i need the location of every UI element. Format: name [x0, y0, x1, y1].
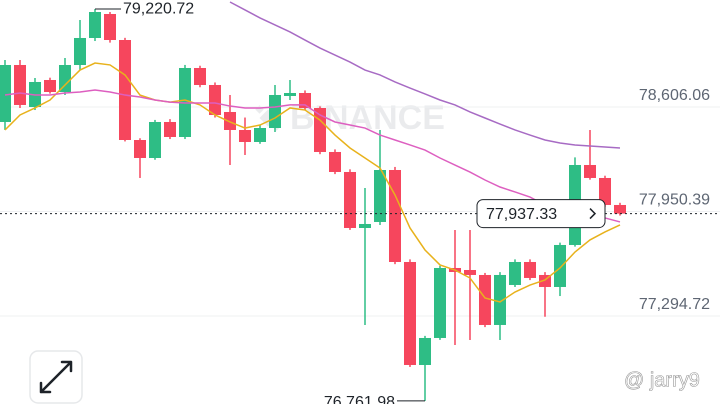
moving-average: [4, 62, 621, 303]
candle-body: [404, 261, 416, 365]
candle-body: [614, 204, 626, 214]
candle-body: [599, 177, 611, 205]
credit-text: @ jarry9: [624, 369, 700, 391]
candle-body: [509, 261, 521, 285]
candle-body: [479, 274, 491, 325]
candle-body: [329, 151, 341, 172]
credit: @ jarry9: [600, 363, 700, 392]
chevron: [589, 208, 597, 220]
y-tick-label: 78,606.06: [639, 87, 710, 104]
candle-body: [74, 37, 86, 65]
candle-body: [359, 223, 371, 228]
candle-body: [389, 169, 401, 262]
candle-body: [104, 13, 116, 41]
candle-body: [59, 64, 71, 92]
candle-body: [284, 92, 296, 96]
candle-body: [224, 111, 236, 130]
last-price-box: [476, 199, 606, 229]
candle-body: [419, 337, 431, 365]
candle-body: [149, 121, 161, 158]
candle-body: [524, 261, 536, 278]
y-tick-label: 77,950.39: [639, 192, 710, 209]
candle-body: [44, 79, 56, 92]
low-marker-label: 76,761.98: [324, 394, 395, 404]
candle-body: [0, 64, 11, 122]
last-price-label: 77,937.33: [486, 206, 557, 223]
candle-body: [584, 164, 596, 178]
candle-body: [554, 244, 566, 287]
candle-body: [194, 67, 206, 85]
candle-body: [434, 267, 446, 338]
candle-body: [164, 121, 176, 137]
watermark: BINANCE: [255, 99, 445, 137]
moving-average: [4, 89, 621, 223]
moving-average: [229, 1, 621, 149]
candle-body: [269, 94, 281, 128]
candle-body: [374, 169, 386, 222]
candle-body: [239, 129, 251, 142]
candle-body: [89, 12, 101, 38]
watermark-text: BINANCE: [290, 99, 445, 137]
y-tick-label: 77,294.72: [639, 296, 710, 313]
candle-body: [344, 171, 356, 228]
high-marker-label: 79,220.72: [123, 0, 194, 17]
candle-body: [134, 140, 146, 158]
candle-body: [209, 84, 221, 115]
candle-body: [464, 269, 476, 275]
candle-body: [119, 40, 131, 141]
candle-body: [314, 107, 326, 152]
expand-button[interactable]: [29, 350, 83, 404]
last-price-tag: 77,937.33: [476, 199, 606, 229]
candle-body: [494, 274, 506, 325]
candle-body: [254, 127, 266, 142]
candle-body: [14, 64, 26, 105]
